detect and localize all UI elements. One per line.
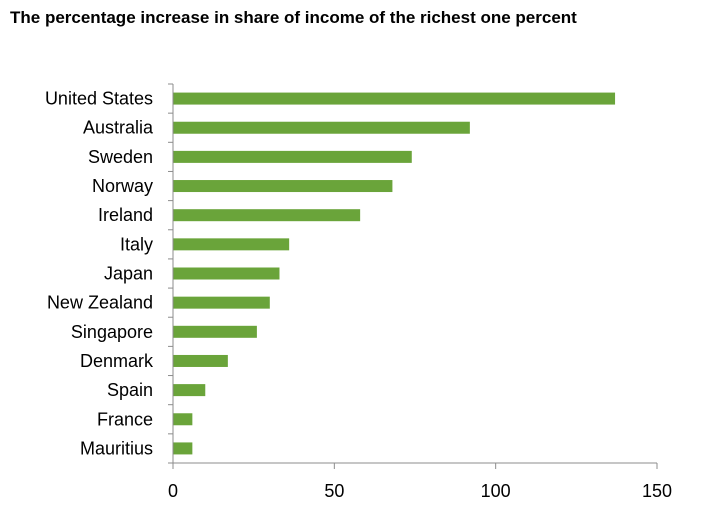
category-label: Norway xyxy=(92,176,153,196)
category-label: Japan xyxy=(104,264,153,284)
x-tick-label: 100 xyxy=(481,481,511,501)
category-label: Singapore xyxy=(71,322,153,342)
category-label: France xyxy=(97,409,153,429)
bars-group xyxy=(173,92,616,455)
axes-group xyxy=(168,83,658,469)
category-label: Denmark xyxy=(80,351,154,371)
category-label: New Zealand xyxy=(47,293,153,313)
chart-title: The percentage increase in share of inco… xyxy=(10,8,577,27)
category-label: Spain xyxy=(107,380,153,400)
bar-mauritius xyxy=(173,442,193,455)
category-label: Mauritius xyxy=(80,438,153,458)
bar-denmark xyxy=(173,354,228,367)
x-tick-label: 150 xyxy=(642,481,672,501)
bar-norway xyxy=(173,180,393,193)
bar-france xyxy=(173,413,193,426)
bar-ireland xyxy=(173,209,361,222)
category-label: Italy xyxy=(120,234,153,254)
category-label: Ireland xyxy=(98,205,153,225)
category-label: Australia xyxy=(83,118,154,138)
x-tick-label: 50 xyxy=(324,481,344,501)
bar-italy xyxy=(173,238,290,251)
category-label: United States xyxy=(45,89,153,109)
x-tick-label: 0 xyxy=(168,481,178,501)
bar-singapore xyxy=(173,325,257,338)
bar-japan xyxy=(173,267,280,280)
bar-united-states xyxy=(173,92,616,105)
bar-spain xyxy=(173,384,206,397)
bar-sweden xyxy=(173,150,412,163)
bar-new-zealand xyxy=(173,296,270,309)
labels-group: United States Australia Sweden Norway Irelan… xyxy=(45,89,672,501)
bar-australia xyxy=(173,121,470,134)
category-label: Sweden xyxy=(88,147,153,167)
